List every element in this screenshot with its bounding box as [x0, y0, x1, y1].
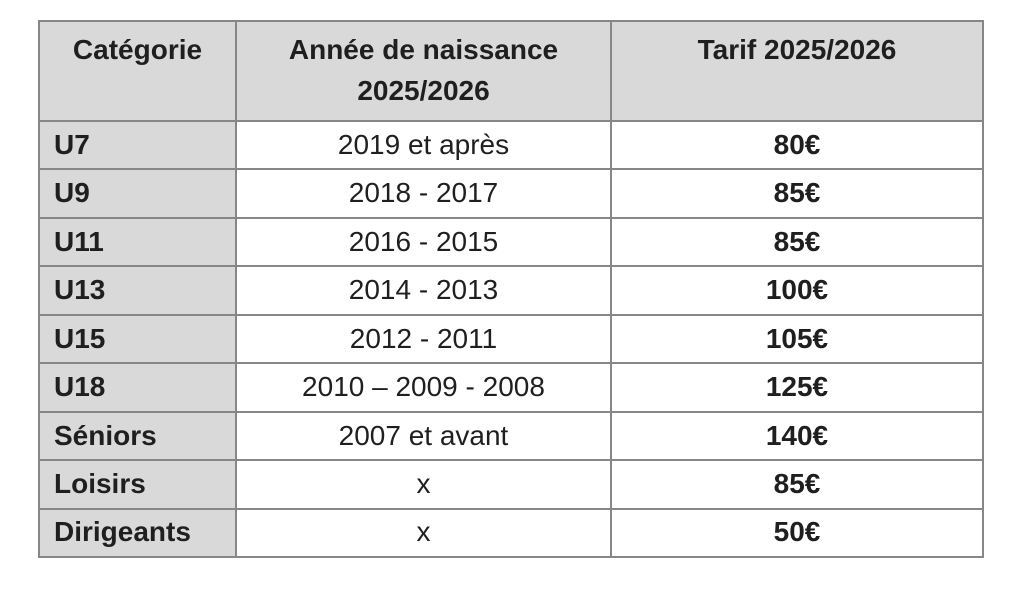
header-row: Catégorie Année de naissance 2025/2026 T…: [38, 20, 984, 122]
category-cell: Dirigeants: [38, 507, 237, 558]
header-categorie: Catégorie: [38, 20, 237, 122]
table-row: Dirigeants x 50€: [38, 507, 984, 558]
price-cell: 85€: [610, 459, 984, 510]
table-row: Séniors 2007 et avant 140€: [38, 410, 984, 462]
category-cell: U18: [38, 362, 237, 413]
table-row: U11 2016 - 2015 85€: [38, 216, 984, 268]
category-cell: U15: [38, 313, 237, 365]
category-cell: U13: [38, 265, 237, 316]
category-cell: U7: [38, 119, 237, 171]
table-row: U9 2018 - 2017 85€: [38, 168, 984, 219]
birth-years-cell: 2010 – 2009 - 2008: [235, 362, 612, 413]
category-cell: Loisirs: [38, 459, 237, 510]
birth-years-cell: 2014 - 2013: [235, 265, 612, 316]
category-cell: Séniors: [38, 410, 237, 462]
table-row: U18 2010 – 2009 - 2008 125€: [38, 362, 984, 413]
table-row: U13 2014 - 2013 100€: [38, 265, 984, 316]
price-cell: 125€: [610, 362, 984, 413]
table-row: U15 2012 - 2011 105€: [38, 313, 984, 365]
price-cell: 85€: [610, 216, 984, 268]
price-cell: 85€: [610, 168, 984, 219]
birth-years-cell: x: [235, 459, 612, 510]
pricing-table: Catégorie Année de naissance 2025/2026 T…: [38, 20, 984, 558]
birth-years-cell: x: [235, 507, 612, 558]
category-cell: U11: [38, 216, 237, 268]
table-row: Loisirs x 85€: [38, 459, 984, 510]
price-cell: 80€: [610, 119, 984, 171]
price-cell: 100€: [610, 265, 984, 316]
birth-years-cell: 2007 et avant: [235, 410, 612, 462]
header-annee-naissance: Année de naissance 2025/2026: [235, 20, 612, 122]
birth-years-cell: 2018 - 2017: [235, 168, 612, 219]
table-row: U7 2019 et après 80€: [38, 119, 984, 171]
category-cell: U9: [38, 168, 237, 219]
header-tarif: Tarif 2025/2026: [610, 20, 984, 122]
price-cell: 50€: [610, 507, 984, 558]
price-cell: 105€: [610, 313, 984, 365]
price-cell: 140€: [610, 410, 984, 462]
birth-years-cell: 2019 et après: [235, 119, 612, 171]
birth-years-cell: 2012 - 2011: [235, 313, 612, 365]
birth-years-cell: 2016 - 2015: [235, 216, 612, 268]
